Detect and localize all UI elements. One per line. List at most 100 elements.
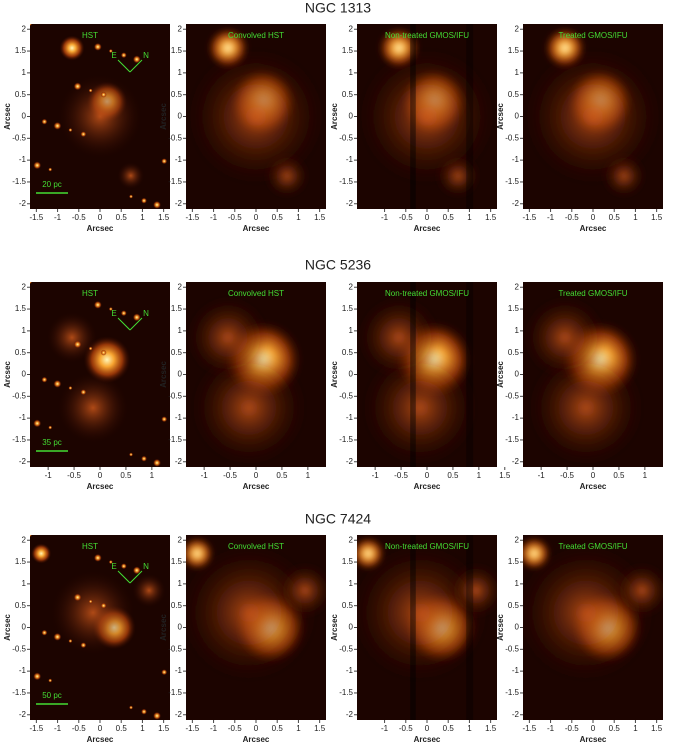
x-tick-label: 0.5 [116,213,128,222]
compass-north-label: N [143,562,149,571]
panel-label: Treated GMOS/IFU [558,289,627,298]
x-tick-label: -1.5 [29,213,43,222]
x-axis-label: Arcsec [87,735,114,744]
y-tick-label: -1.5 [12,688,26,697]
star [33,672,42,681]
stripe [466,24,474,209]
x-tick-label: -0.5 [228,724,242,733]
y-axis-label: Arcsec [330,361,339,388]
emission [186,46,326,187]
y-tick-label: 2 [22,282,27,291]
panel-label: Convolved HST [228,31,284,40]
star [88,599,93,604]
panel-image [30,24,170,209]
y-tick-label: 1.5 [508,46,520,55]
x-tick-label: -1.5 [522,724,536,733]
y-tick-label: -1 [512,155,520,164]
x-tick-label: 0 [591,213,596,222]
star [161,669,168,676]
star [53,121,62,130]
x-tick-label: 1 [467,724,472,733]
x-tick-label: 0 [591,724,596,733]
panel-label: Treated GMOS/IFU [558,31,627,40]
y-axis-label: Arcsec [159,614,168,641]
star [88,346,93,351]
y-tick-label: 1 [22,579,27,588]
x-axis-label: Arcsec [243,224,270,233]
x-tick-label: 0.5 [272,213,284,222]
y-tick-label: 1.5 [342,304,354,313]
star [153,200,162,209]
x-tick-label: 1 [633,213,638,222]
x-tick-label: 1 [477,471,482,480]
compass-north [129,570,143,584]
x-tick-label: -1 [201,471,209,480]
y-tick-label: -1 [346,155,354,164]
panel-label: Convolved HST [228,542,284,551]
y-tick-label: -1.5 [339,688,353,697]
y-tick-label: 0.5 [508,348,520,357]
y-tick-label: 0.5 [342,90,354,99]
compass-east-label: E [111,51,116,60]
y-tick-label: -2 [19,199,27,208]
x-tick-label: 1 [150,471,155,480]
x-tick-label: -1 [381,724,389,733]
panel: -1 -0.5 0 0.5 1 1.5 2 1.5 1 0.5 0 -0.5 -1 -1.5 -2 Arcse… [330,282,511,491]
y-tick-label: 1 [22,68,27,77]
x-tick-label: 1 [296,213,301,222]
y-tick-label: -0.5 [505,391,519,400]
y-tick-label: -2 [175,710,183,719]
panel-image [523,282,663,467]
y-tick-label: 0 [22,112,27,121]
emission [448,562,497,619]
y-tick-label: 1.5 [171,304,183,313]
panel-label: HST [82,31,98,40]
compass-east-label: E [111,562,116,571]
y-axis-label: Arcsec [159,361,168,388]
x-tick-label: -1.5 [522,213,536,222]
y-tick-label: 1.5 [171,46,183,55]
star [88,88,93,93]
emission [614,562,663,619]
star [33,161,42,170]
y-tick-label: -0.5 [339,644,353,653]
x-tick-label: -1.5 [29,724,43,733]
star [48,425,53,430]
star [120,563,127,570]
y-tick-label: 1 [515,579,520,588]
x-tick-label: -0.5 [72,213,86,222]
star [68,639,73,644]
y-tick-label: 0 [178,623,183,632]
star [73,593,82,602]
star [129,194,134,199]
x-tick-label: 0 [98,724,103,733]
y-tick-label: -0.5 [12,644,26,653]
compass-east [117,317,131,331]
y-tick-label: -2 [19,457,27,466]
emission [357,46,497,187]
emission [57,372,129,444]
x-tick-label: 0 [98,471,103,480]
x-tick-label: 0.5 [447,471,459,480]
stripe [410,24,416,209]
x-tick-label: -1 [372,471,380,480]
emission [117,162,145,190]
star [33,419,42,428]
x-axis-label: Arcsec [243,735,270,744]
panel-image [357,24,497,209]
panel: -1.5 -1 -0.5 0 0.5 1 1.521.510.50-0.5-1-1.5-2A… [3,24,170,233]
y-tick-label: 0.5 [171,348,183,357]
y-tick-label: 1 [349,68,354,77]
x-tick-label: -0.5 [399,213,413,222]
star [161,416,168,423]
compass-north-label: N [143,309,149,318]
x-axis-label: Arcsec [414,224,441,233]
panel-image [186,24,326,209]
y-tick-label: -1 [175,155,183,164]
star [161,158,168,165]
stripe [410,535,416,720]
star [108,49,113,54]
x-tick-label: -1 [45,471,53,480]
star [129,452,134,457]
stripe [466,282,474,467]
